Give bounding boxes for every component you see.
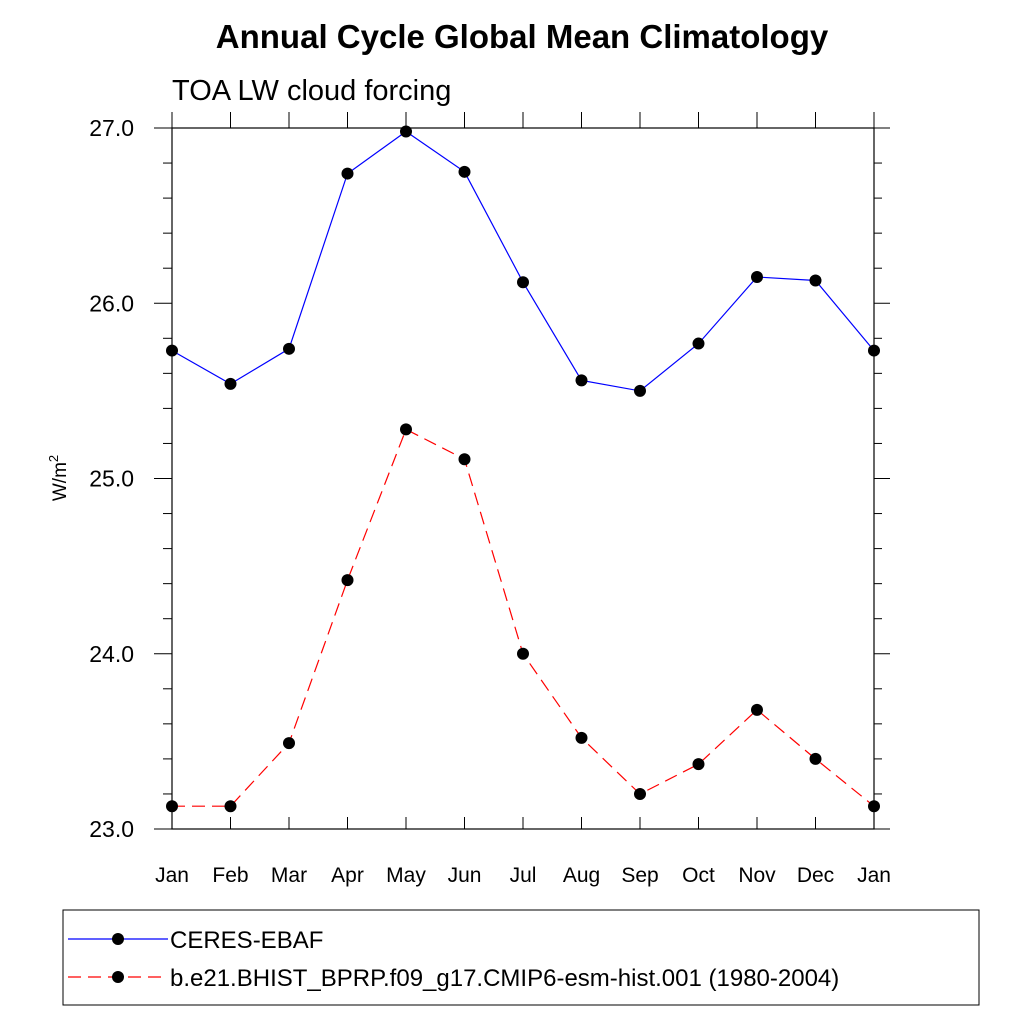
x-tick-label: Jun — [448, 864, 482, 887]
data-point-1 — [283, 737, 295, 750]
y-tick-label: 24.0 — [89, 641, 134, 667]
x-tick-label: Sep — [621, 864, 658, 887]
chart-title: Annual Cycle Global Mean Climatology — [216, 18, 829, 55]
data-point-1 — [458, 453, 471, 466]
y-tick-label: 23.0 — [89, 816, 134, 842]
data-point-1 — [751, 703, 763, 716]
y-tick-label: 25.0 — [89, 466, 134, 492]
data-point-0 — [809, 274, 822, 287]
svg-text:W/m2: W/m2 — [46, 455, 71, 501]
legend-box — [62, 909, 980, 1006]
data-point-0 — [283, 342, 295, 355]
x-tick-label: Jan — [155, 864, 189, 887]
x-tick-label: Apr — [331, 864, 364, 887]
data-point-1 — [575, 731, 588, 744]
y-tick-label: 27.0 — [89, 115, 134, 141]
data-point-0 — [400, 125, 412, 138]
x-tick-label: Jan — [857, 864, 891, 887]
data-point-1 — [166, 800, 178, 813]
data-point-1 — [517, 647, 529, 660]
data-point-1 — [341, 574, 354, 587]
legend-label-1: b.e21.BHIST_BPRP.f09_g17.CMIP6-esm-hist.… — [170, 965, 839, 992]
data-point-0 — [751, 270, 763, 283]
data-point-0 — [458, 165, 471, 178]
data-point-0 — [517, 276, 529, 289]
data-point-1 — [809, 752, 822, 765]
x-tick-label: May — [386, 864, 426, 887]
legend-marker-1 — [112, 971, 124, 983]
data-point-0 — [575, 374, 588, 387]
x-tick-label: Oct — [682, 864, 715, 887]
x-tick-label: Mar — [271, 864, 307, 887]
data-point-1 — [692, 758, 705, 771]
x-tick-label: Nov — [738, 864, 776, 887]
data-point-1 — [224, 800, 237, 813]
data-point-0 — [166, 344, 178, 357]
series-line-0 — [171, 130, 875, 392]
x-tick-label: Jul — [510, 864, 537, 887]
data-point-0 — [634, 384, 646, 397]
data-point-1 — [634, 787, 646, 800]
x-tick-label: Aug — [563, 864, 600, 887]
y-axis-label: W/m2 — [46, 455, 71, 501]
data-point-0 — [868, 344, 880, 357]
y-axis-label-text: W/m — [50, 462, 71, 501]
data-point-1 — [400, 423, 412, 436]
data-point-0 — [341, 167, 354, 180]
y-tick-label: 26.0 — [89, 290, 134, 316]
chart-subtitle: TOA LW cloud forcing — [172, 75, 451, 107]
data-point-0 — [692, 337, 705, 350]
data-point-0 — [224, 377, 237, 390]
legend-label-0: CERES-EBAF — [170, 927, 323, 954]
x-tick-label: Feb — [212, 864, 248, 887]
plot-frame — [171, 127, 875, 830]
x-tick-label: Dec — [797, 864, 834, 887]
data-point-1 — [868, 800, 880, 813]
legend-marker-0 — [112, 933, 124, 945]
y-axis-label-superscript: 2 — [46, 455, 61, 462]
series-line-1 — [172, 428, 875, 807]
